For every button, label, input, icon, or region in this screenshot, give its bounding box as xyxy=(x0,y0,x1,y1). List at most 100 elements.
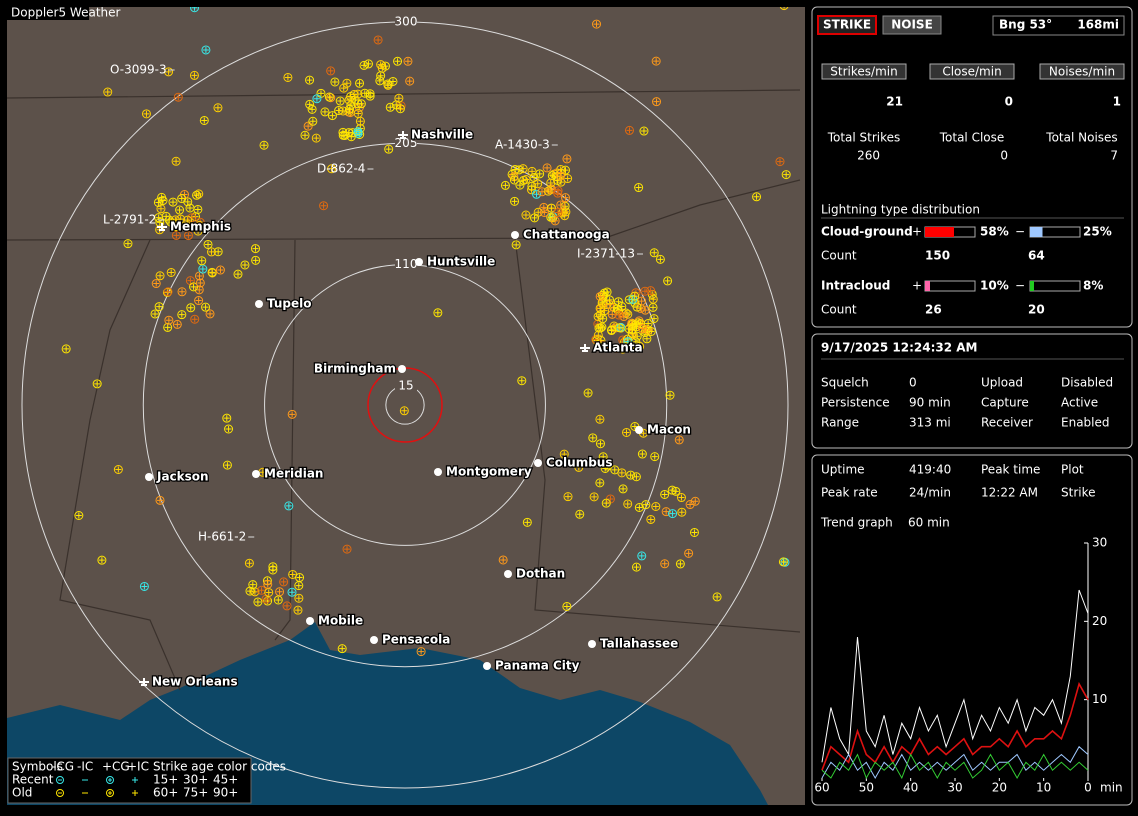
strike-plus xyxy=(63,345,70,352)
strike-plus xyxy=(261,142,268,149)
strike-ring xyxy=(175,205,185,215)
noise-button-label[interactable]: NOISE xyxy=(891,18,933,32)
count-value: 26 xyxy=(925,303,942,317)
strike-ring xyxy=(539,207,549,217)
strike-plus xyxy=(640,430,647,437)
stats-panel xyxy=(811,6,1133,328)
strike-plus xyxy=(284,74,291,81)
strike-ring xyxy=(405,76,415,86)
strike xyxy=(177,287,187,297)
map[interactable]: 300 205 110 15 Nashville Memphis Chattanooga Hu… xyxy=(7,0,805,805)
strike-ring xyxy=(632,302,642,312)
strike xyxy=(154,302,164,312)
strike-ring xyxy=(388,76,398,86)
strike-plus xyxy=(214,104,221,111)
strike-plus xyxy=(143,110,150,117)
strike xyxy=(778,557,788,567)
city-label[interactable]: New Orleans xyxy=(151,673,239,690)
strike xyxy=(388,76,398,86)
strike-ring xyxy=(139,581,149,591)
strike-ring xyxy=(781,170,791,180)
city-label[interactable]: Memphis xyxy=(169,218,232,235)
strike-ring xyxy=(546,178,556,188)
strike xyxy=(198,264,208,274)
counter-value: 1 xyxy=(1113,95,1121,109)
strike-ring xyxy=(305,99,315,109)
ring-label-bg xyxy=(395,378,417,392)
strike-plus xyxy=(269,567,276,574)
strike-plus xyxy=(361,62,368,69)
city-label[interactable]: Pensacola xyxy=(381,631,452,648)
strike xyxy=(193,226,203,236)
city-label[interactable]: Mobile xyxy=(317,612,365,629)
strike-ring xyxy=(319,201,329,211)
strike-plus xyxy=(115,466,122,473)
strike xyxy=(312,94,322,104)
strike xyxy=(395,104,405,114)
strike xyxy=(176,214,186,224)
strike xyxy=(173,92,183,102)
strike-plus xyxy=(367,90,374,97)
legend-symbol xyxy=(106,776,114,784)
strike xyxy=(192,190,202,200)
city-label[interactable]: Chattanooga xyxy=(522,226,611,243)
city-label[interactable]: Dothan xyxy=(515,565,567,582)
strike-plus xyxy=(547,179,554,186)
strike-plus xyxy=(186,204,193,211)
city-label[interactable]: Columbus xyxy=(545,454,614,471)
strike-ring xyxy=(622,427,632,437)
strike xyxy=(684,548,694,558)
strike-ring xyxy=(515,180,525,190)
city-label[interactable]: Tupelo xyxy=(266,295,313,312)
city-dot xyxy=(252,470,260,478)
strike-plus xyxy=(207,310,214,317)
strike xyxy=(139,581,149,591)
stat-text: Strike xyxy=(1061,486,1096,500)
strike xyxy=(515,180,525,190)
ring-label: 15 xyxy=(398,378,413,392)
strike xyxy=(355,78,365,88)
strike-ring xyxy=(595,439,605,449)
strike-plus xyxy=(191,72,198,79)
strike-plus xyxy=(317,90,324,97)
strike xyxy=(303,121,313,131)
noise-button[interactable] xyxy=(882,15,942,35)
city-label[interactable]: Tallahassee xyxy=(599,635,680,652)
strike-ring xyxy=(253,597,263,607)
strike-plus xyxy=(205,241,212,248)
strike xyxy=(637,551,647,561)
strike-plus xyxy=(511,176,518,183)
city-label[interactable]: Macon xyxy=(646,421,692,438)
strike-plus xyxy=(313,135,320,142)
strike-ring xyxy=(199,115,209,125)
strike-ring xyxy=(623,499,633,509)
strike-ring xyxy=(305,75,315,85)
strike-plus xyxy=(215,248,222,255)
strike xyxy=(614,310,624,320)
strike-plus xyxy=(561,212,568,219)
counter-label-box xyxy=(929,63,1015,80)
city-label[interactable]: Meridian xyxy=(263,465,325,482)
city-label[interactable]: Panama City xyxy=(494,657,581,674)
strike-plus xyxy=(564,175,571,182)
city-label[interactable]: Atlanta xyxy=(592,339,644,356)
strike-ring xyxy=(207,268,217,278)
strike-plus xyxy=(650,315,657,322)
city-label[interactable]: Montgomery xyxy=(445,463,533,480)
city-label[interactable]: Huntsville xyxy=(426,253,497,270)
strike xyxy=(263,579,273,589)
strike-button[interactable] xyxy=(817,15,877,35)
city-label[interactable]: Nashville xyxy=(410,126,475,143)
strike-ring xyxy=(355,78,365,88)
strike-ring xyxy=(153,197,163,207)
strike-button-label[interactable]: STRIKE xyxy=(823,18,871,32)
city-label[interactable]: Birmingham xyxy=(313,360,398,377)
strike-ring xyxy=(183,231,193,241)
city-label[interactable]: Jackson xyxy=(155,468,210,485)
strike-ring xyxy=(385,102,395,112)
strike-plus xyxy=(155,199,162,206)
strike-ring xyxy=(665,390,675,400)
strike-plus xyxy=(534,180,541,187)
strike-ring xyxy=(384,144,394,154)
strike xyxy=(649,248,659,258)
